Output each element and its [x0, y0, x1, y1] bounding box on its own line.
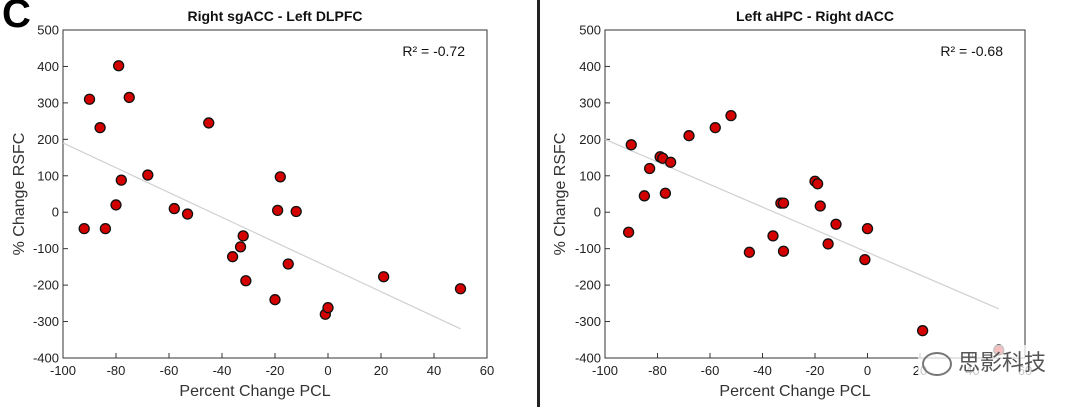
data-point: [99, 222, 112, 235]
x-tick-label: -20: [266, 363, 285, 378]
y-tick-label: 400: [37, 59, 59, 74]
data-point: [625, 139, 637, 151]
x-axis-label: Percent Change PCL: [719, 383, 870, 400]
data-point: [916, 325, 929, 337]
x-tick-label: -80: [107, 363, 126, 378]
data-point: [113, 60, 125, 72]
data-point: [234, 241, 247, 253]
data-point: [454, 283, 467, 295]
data-point: [777, 197, 790, 209]
data-point: [168, 202, 180, 215]
x-tick-label: 0: [324, 363, 331, 378]
data-point: [110, 199, 122, 211]
y-tick-label: 500: [37, 23, 59, 38]
wechat-icon: [921, 352, 952, 376]
data-point: [664, 156, 677, 168]
y-tick-label: -200: [33, 278, 59, 293]
data-point: [123, 91, 135, 104]
y-tick-label: -400: [33, 351, 59, 366]
panel-letter: C: [2, 0, 31, 36]
y-tick-label: 300: [579, 95, 601, 110]
data-point: [683, 130, 695, 142]
x-tick-label: -40: [753, 363, 772, 378]
watermark-text: 思影科技: [957, 351, 1046, 376]
x-tick-label: 40: [427, 363, 441, 378]
data-point: [226, 251, 239, 263]
y-tick-label: -200: [575, 278, 601, 293]
data-point: [237, 230, 249, 242]
y-tick-label: 100: [579, 168, 601, 183]
y-axis-label: % Change RSFC: [11, 133, 28, 256]
chart-panel-right: -100-80-60-40-200204060-400-300-200-1000…: [541, 0, 1080, 407]
x-tick-label: 60: [480, 363, 494, 378]
y-tick-label: 0: [52, 205, 59, 220]
x-tick-label: 20: [374, 363, 388, 378]
y-tick-label: -300: [33, 314, 59, 329]
y-tick-label: 500: [579, 23, 601, 38]
y-tick-label: 300: [37, 95, 59, 110]
data-point: [822, 238, 834, 250]
y-tick-label: 100: [37, 168, 59, 183]
data-point: [777, 245, 790, 257]
x-tick-label: -20: [806, 363, 825, 378]
x-tick-label: -100: [592, 363, 618, 378]
data-point: [859, 253, 871, 266]
data-point: [83, 93, 96, 105]
data-point: [377, 271, 390, 283]
data-point: [830, 218, 842, 230]
data-point: [767, 230, 779, 242]
x-axis-label: Percent Change PCL: [179, 383, 330, 400]
data-point: [203, 117, 215, 129]
data-point: [709, 122, 721, 134]
data-point: [861, 222, 874, 235]
plot-frame: [62, 29, 488, 359]
y-tick-label: 200: [579, 132, 601, 147]
y-tick-label: 400: [579, 59, 601, 74]
y-tick-label: -100: [575, 241, 601, 256]
y-tick-label: 0: [594, 205, 601, 220]
chart-panel-left: -100 -80 -60 -40 -20 0 20 40 60 -400 -300 -200 -100 0…: [0, 0, 537, 407]
chart-title: Left aHPC - Right dACC: [736, 8, 894, 24]
panel-divider: [537, 0, 540, 407]
y-tick-label: -300: [575, 314, 601, 329]
data-point: [290, 205, 302, 218]
chart-title: Right sgACC - Left DLPFC: [188, 8, 363, 24]
x-tick-label: -40: [213, 363, 232, 378]
data-point: [814, 200, 826, 212]
y-tick-label: 200: [37, 132, 59, 147]
y-tick-label: -100: [33, 241, 59, 256]
data-point: [181, 208, 194, 220]
x-tick-label: -100: [50, 363, 76, 378]
scatter-chart-right: -100-80-60-40-200204060-400-300-200-1000…: [552, 8, 1032, 400]
r-squared-annotation: R² = -0.72: [402, 43, 465, 59]
data-point: [78, 222, 90, 235]
data-point: [271, 204, 284, 217]
data-point: [282, 258, 294, 270]
y-tick-label: -400: [575, 351, 601, 366]
trend-line: [604, 138, 999, 310]
data-point: [115, 174, 127, 186]
data-point: [659, 187, 672, 199]
x-tick-label: -80: [648, 363, 667, 378]
x-tick-label: -60: [160, 363, 179, 378]
data-point: [142, 169, 154, 181]
data-point: [725, 109, 737, 122]
data-point: [274, 171, 286, 183]
trend-line: [62, 142, 461, 330]
data-point: [94, 122, 106, 134]
x-tick-label: -60: [701, 363, 720, 378]
watermark: 思影科技: [917, 345, 1050, 377]
data-point: [240, 275, 252, 287]
x-tick-label: 0: [864, 363, 871, 378]
data-point: [643, 162, 656, 175]
y-axis-label: % Change RSFC: [552, 133, 569, 256]
r-squared-annotation: R² = -0.68: [940, 43, 1003, 59]
data-point: [811, 178, 824, 190]
scatter-chart-left: -100 -80 -60 -40 -20 0 20 40 60-400-300-200-1000…: [11, 8, 494, 400]
data-point: [322, 302, 334, 314]
data-point: [638, 190, 651, 202]
data-point: [622, 226, 635, 238]
data-point: [269, 294, 281, 306]
data-point: [743, 246, 756, 258]
